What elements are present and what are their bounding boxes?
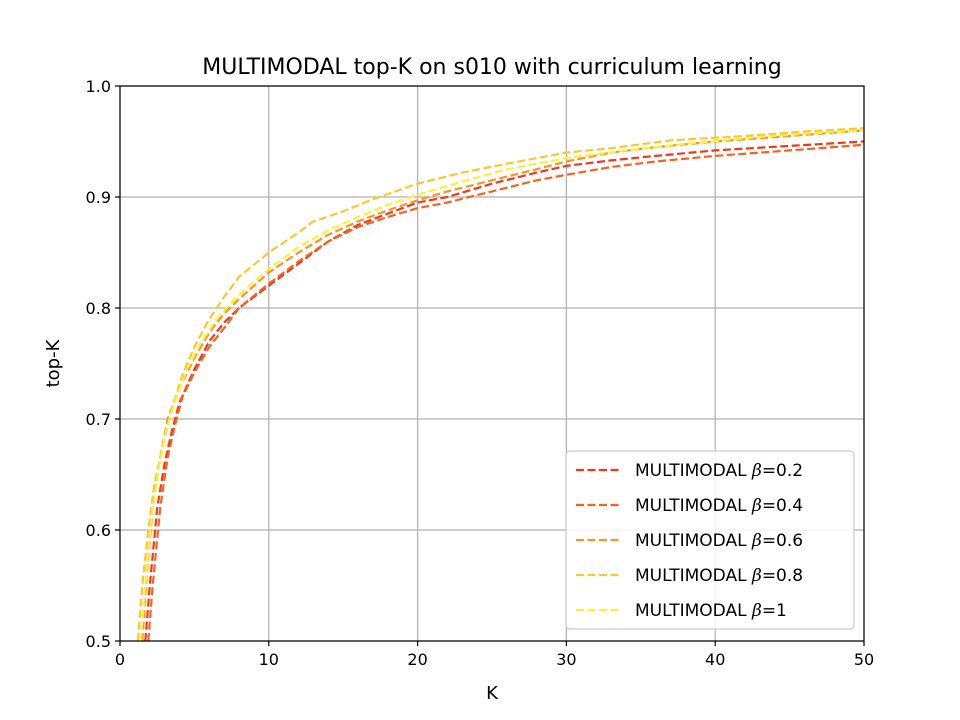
- legend-beta-value: =0.4: [762, 496, 803, 516]
- y-tick-label: 0.6: [86, 521, 111, 540]
- beta-symbol: β: [751, 601, 762, 621]
- y-tick-label: 0.7: [86, 410, 111, 429]
- y-tick-label: 0.9: [86, 188, 111, 207]
- legend-beta-value: =0.2: [762, 461, 803, 481]
- x-tick-label: 30: [556, 650, 576, 669]
- series-line-4: [139, 129, 865, 642]
- series-line-3: [136, 127, 865, 642]
- chart-title: MULTIMODAL top-K on s010 with curriculum…: [202, 55, 781, 80]
- y-axis-label: top-K: [43, 338, 64, 387]
- x-tick-label: 10: [259, 650, 279, 669]
- y-tick-label: 1.0: [86, 77, 111, 96]
- plot-lines: [136, 127, 865, 642]
- legend-label-prefix: MULTIMODAL: [635, 531, 752, 551]
- legend-label-prefix: MULTIMODAL: [635, 566, 752, 586]
- legend-box: [565, 450, 855, 630]
- legend-label-prefix: MULTIMODAL: [635, 461, 752, 481]
- legend-label-0: MULTIMODAL β=0.2: [635, 461, 803, 481]
- beta-symbol: β: [751, 566, 762, 586]
- legend-label-3: MULTIMODAL β=0.8: [635, 566, 803, 586]
- beta-symbol: β: [751, 461, 762, 481]
- series-line-2: [141, 129, 865, 642]
- plot-frame: [119, 85, 865, 642]
- ticks: 0 10 20 30 40 50 0.5 0.6 0.7 0.8 0.9 1.0: [86, 77, 875, 669]
- legend-beta-value: =0.6: [762, 531, 803, 551]
- y-tick-label: 0.5: [86, 632, 111, 651]
- x-tick-label: 0: [115, 650, 125, 669]
- legend-label-4: MULTIMODAL β=1: [635, 601, 787, 621]
- y-tick-label: 0.8: [86, 299, 111, 318]
- beta-symbol: β: [751, 531, 762, 551]
- legend-beta-value: =1: [762, 601, 787, 621]
- x-axis-label: K: [486, 683, 499, 704]
- legend-label-2: MULTIMODAL β=0.6: [635, 531, 803, 551]
- x-tick-label: 20: [407, 650, 427, 669]
- legend-label-prefix: MULTIMODAL: [635, 496, 752, 516]
- series-line-1: [147, 143, 865, 642]
- legend-label-1: MULTIMODAL β=0.4: [635, 496, 803, 516]
- legend-label-prefix: MULTIMODAL: [635, 601, 752, 621]
- x-tick-label: 50: [854, 650, 874, 669]
- grid: [119, 85, 865, 642]
- legend-beta-value: =0.8: [762, 566, 803, 586]
- x-tick-label: 40: [705, 650, 725, 669]
- beta-symbol: β: [751, 496, 762, 516]
